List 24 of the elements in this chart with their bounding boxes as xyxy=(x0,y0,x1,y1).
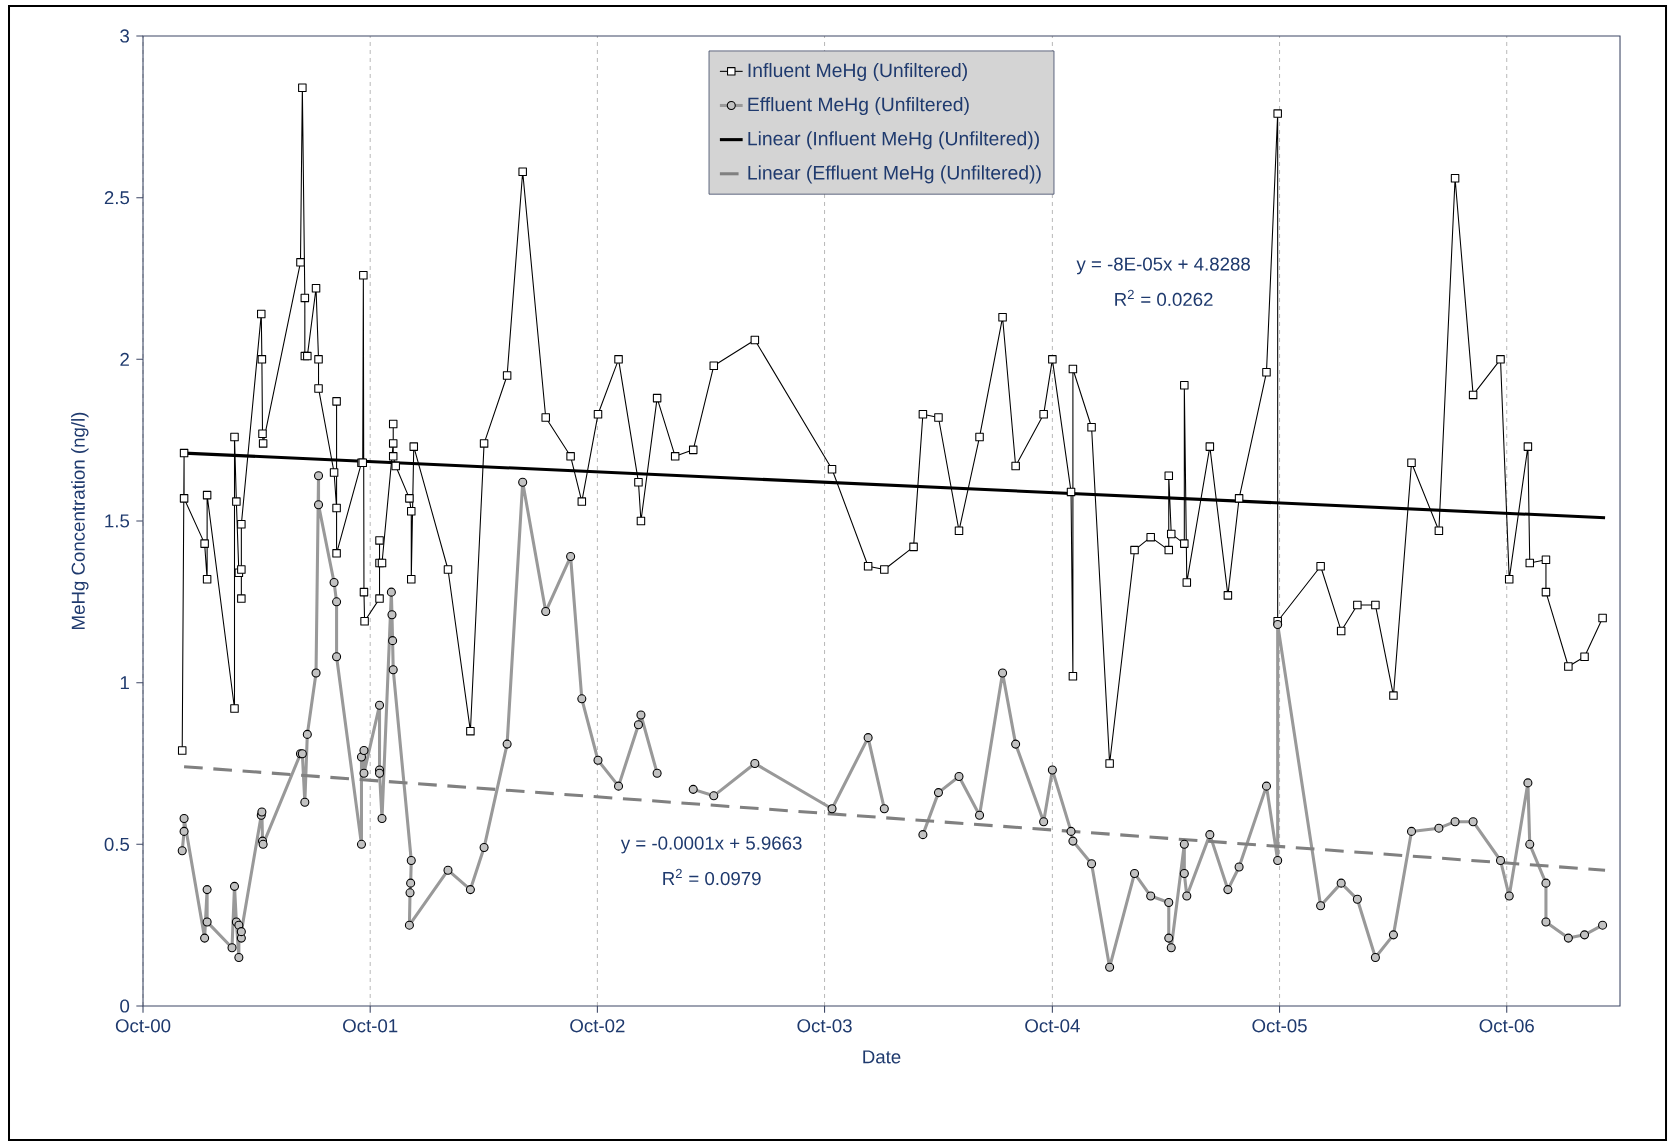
legend-label: Linear (Influent MeHg (Unfiltered)) xyxy=(748,131,1039,150)
y-tick-label: 2 xyxy=(120,352,129,366)
x-tick-label: Oct-04 xyxy=(1025,1019,1080,1033)
x-axis-title: Date xyxy=(863,1050,901,1064)
legend-label: Effluent MeHg (Unfiltered) xyxy=(748,97,969,116)
legend-label: Influent MeHg (Unfiltered) xyxy=(748,62,967,81)
x-tick-label: Oct-05 xyxy=(1252,1019,1307,1033)
y-tick-label: 0 xyxy=(120,999,130,1013)
x-tick-label: Oct-00 xyxy=(115,1019,171,1033)
annotation: y = -0.0001x + 5.9663 xyxy=(620,836,802,854)
annotation: R$^{2}$ = 0.0262 xyxy=(1115,289,1213,307)
x-tick-label: Oct-06 xyxy=(1479,1019,1534,1033)
x-tick-label: Oct-01 xyxy=(343,1019,398,1033)
y-axis-title: MeHg Concentration (ng/l) xyxy=(71,412,89,629)
legend-label: Linear (Effluent MeHg (Unfiltered)) xyxy=(748,165,1041,184)
y-tick-label: 0.5 xyxy=(104,837,130,851)
annotation: R$^{2}$ = 0.0979 xyxy=(663,868,761,886)
y-tick-label: 3 xyxy=(120,29,130,43)
x-tick-label: Oct-02 xyxy=(570,1019,625,1033)
annotation: y = -8E-05x + 4.8288 xyxy=(1076,257,1250,275)
x-tick-label: Oct-03 xyxy=(797,1019,852,1033)
y-tick-label: 1.5 xyxy=(105,514,130,528)
y-tick-label: 2.5 xyxy=(104,191,130,205)
y-tick-label: 1 xyxy=(120,676,129,690)
